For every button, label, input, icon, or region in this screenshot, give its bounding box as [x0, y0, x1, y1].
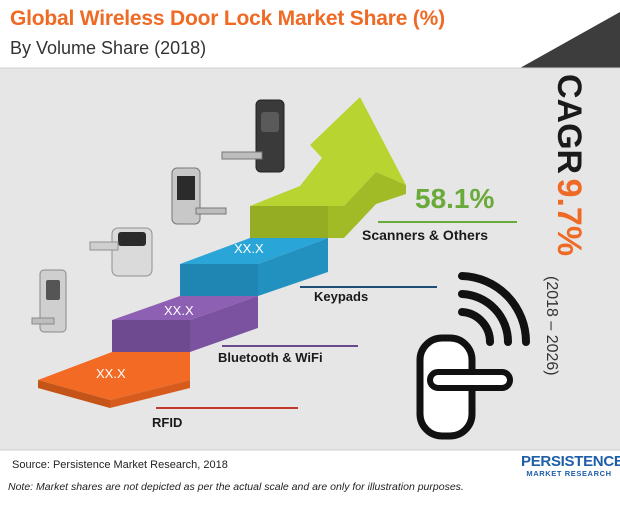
persistence-logo: PERSISTENCE MARKET RESEARCH — [521, 453, 620, 478]
step-scanners-arrow — [250, 97, 406, 206]
door-lock-rfid-icon — [31, 269, 67, 333]
door-lock-keypad-icon — [171, 167, 227, 225]
cagr-label: CAGR — [550, 74, 588, 175]
step-rfid — [38, 352, 190, 400]
page-title: Global Wireless Door Lock Market Share (… — [10, 7, 445, 30]
cagr-value: 9.7% — [550, 178, 588, 257]
door-lock-card-icon — [89, 227, 153, 277]
door-lock-fingerprint-icon — [221, 99, 285, 173]
cagr-period: (2018 – 2026) — [543, 276, 560, 376]
value-label-bluetooth: XX.X — [164, 303, 194, 318]
wireless-lock-icon — [416, 272, 530, 440]
category-label-bluetooth: Bluetooth & WiFi — [218, 350, 323, 365]
value-label-rfid: XX.X — [96, 366, 126, 381]
cagr-block: CAGR 9.7% — [549, 74, 588, 256]
value-label-keypads: XX.X — [234, 241, 264, 256]
value-label-scanners: 58.1% — [415, 183, 495, 214]
page-subtitle: By Volume Share (2018) — [10, 38, 207, 58]
step-bluetooth — [112, 296, 258, 320]
header-accent-band — [520, 12, 620, 68]
category-label-rfid: RFID — [152, 415, 183, 430]
step-keypads — [180, 238, 328, 264]
source-text: Source: Persistence Market Research, 201… — [12, 459, 228, 471]
category-label-keypads: Keypads — [314, 289, 369, 304]
note-text: Note: Market shares are not depicted as … — [8, 481, 464, 493]
logo-top-text: PERSISTENCE — [521, 453, 620, 470]
category-label-scanners: Scanners & Others — [362, 227, 489, 243]
logo-bottom-text: MARKET RESEARCH — [526, 469, 612, 478]
